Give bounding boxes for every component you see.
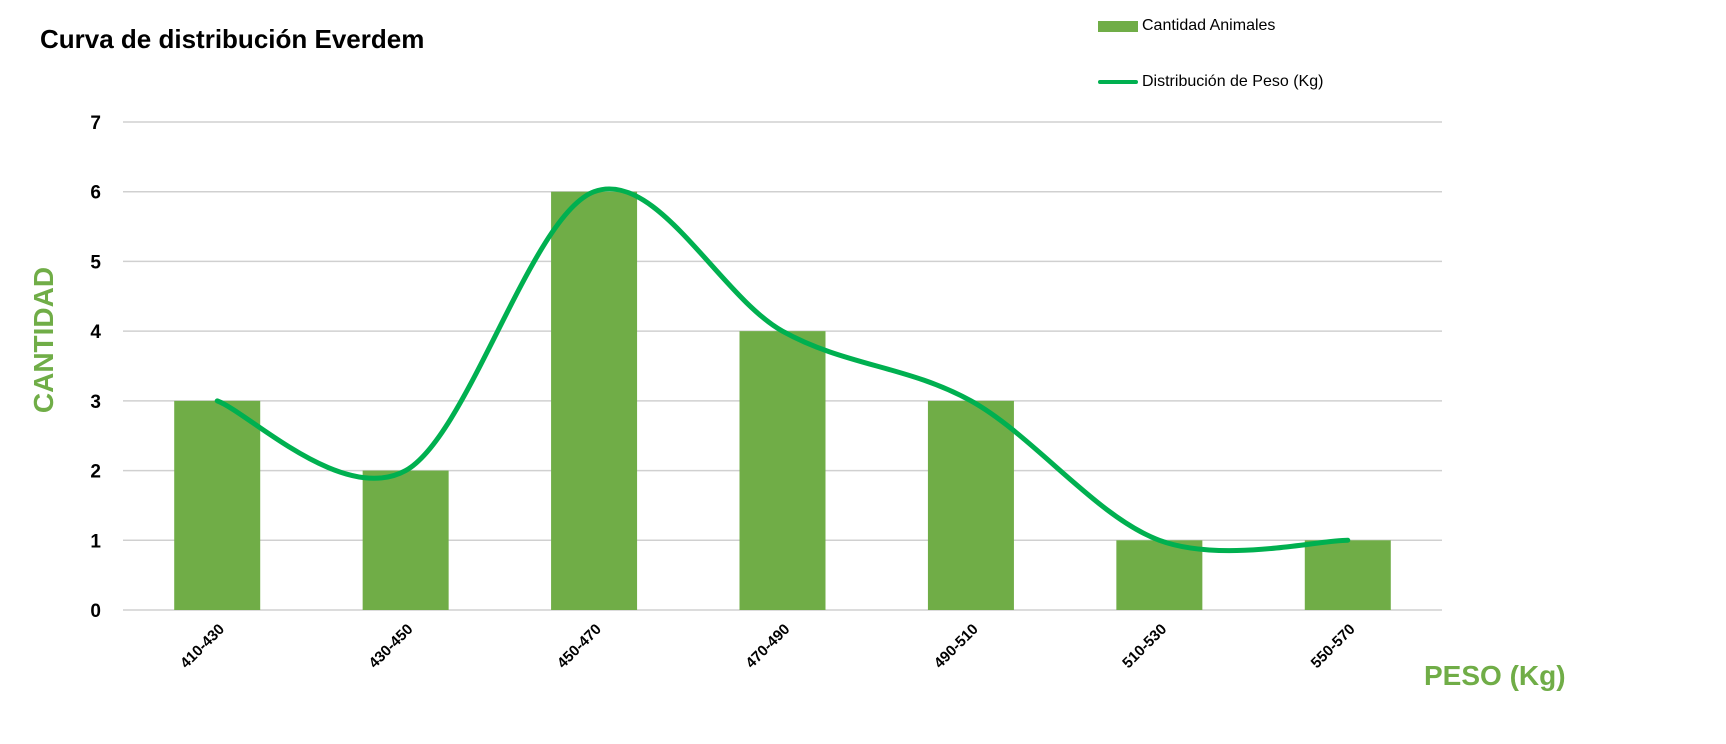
- legend-item-line: Distribución de Peso (Kg): [1098, 73, 1323, 91]
- chart-title: Curva de distribución Everdem: [40, 24, 425, 54]
- legend-label-line: Distribución de Peso (Kg): [1142, 73, 1324, 90]
- legend-item-bars: Cantidad Animales: [1098, 17, 1275, 35]
- bar-490-510: [927, 400, 1014, 610]
- bar-510-530: [1116, 540, 1203, 610]
- legend-label-bars: Cantidad Animales: [1142, 17, 1276, 34]
- x-axis-title: PESO (Kg): [1424, 660, 1566, 691]
- legend-swatch-bar: [1098, 20, 1138, 32]
- y-tick-label: 3: [90, 392, 101, 413]
- bar-470-490: [739, 331, 826, 610]
- y-tick-label: 1: [90, 531, 101, 552]
- bar-430-450: [362, 470, 449, 610]
- y-tick-label: 7: [90, 113, 101, 134]
- x-tick-label: 450-470: [554, 621, 605, 672]
- bar-410-430: [174, 400, 261, 610]
- x-tick-label: 490-510: [931, 621, 982, 672]
- y-tick-label: 0: [90, 601, 101, 622]
- y-tick-label: 6: [90, 183, 101, 204]
- bar-550-570: [1304, 540, 1391, 610]
- distribution-line: [214, 186, 1351, 554]
- bar-450-470: [551, 191, 638, 610]
- y-tick-label: 4: [90, 322, 101, 343]
- legend-swatch-line: [1098, 80, 1138, 84]
- y-tick-label: 5: [90, 252, 101, 273]
- x-tick-label: 550-570: [1308, 621, 1359, 672]
- x-tick-label: 510-530: [1119, 621, 1170, 672]
- x-tick-label: 430-450: [366, 621, 417, 672]
- x-tick-label: 470-490: [742, 621, 793, 672]
- x-tick-label: 410-430: [177, 621, 228, 672]
- y-tick-label: 2: [90, 462, 101, 483]
